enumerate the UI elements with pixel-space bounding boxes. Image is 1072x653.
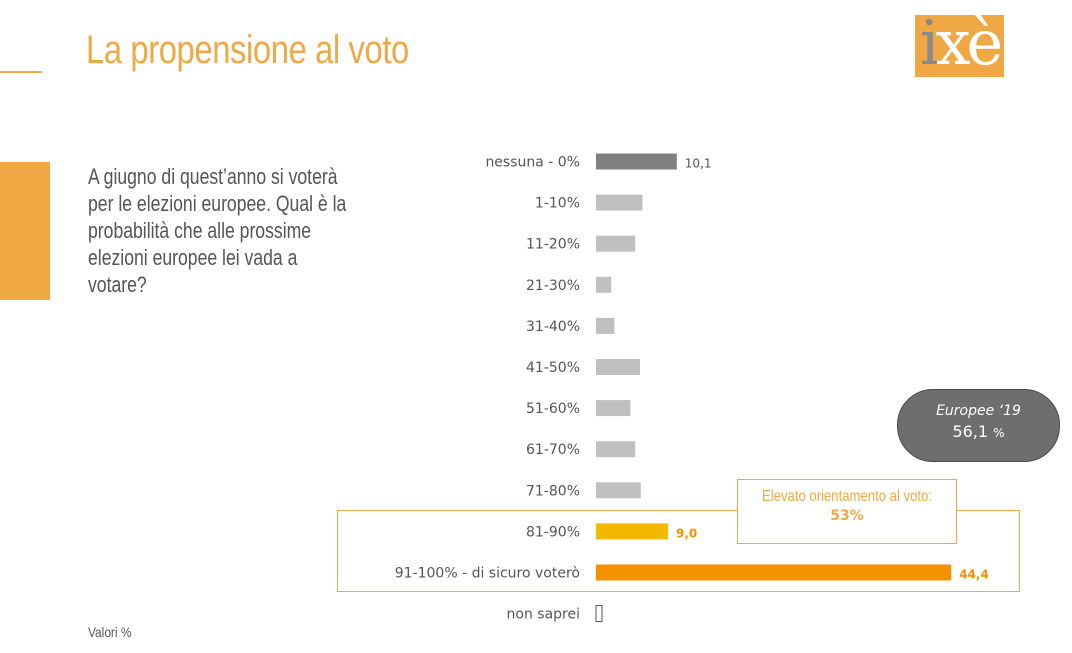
bar (595, 605, 603, 623)
footnote: Valori % (88, 624, 132, 640)
category-label: 41-50% (526, 360, 580, 376)
callout-value: 53% (830, 508, 864, 524)
category-label: 91-100% - di sicuro voterò (395, 566, 580, 582)
survey-question: A giugno di quest’anno si voterà per le … (88, 164, 347, 297)
category-label: 31-40% (526, 319, 580, 335)
category-label: 11-20% (526, 237, 580, 253)
category-label: 51-60% (526, 401, 580, 417)
bar (596, 359, 640, 375)
bar (596, 564, 952, 581)
bubble-value: 56,1 (952, 422, 989, 441)
title-rule (0, 71, 42, 73)
bar (596, 194, 643, 211)
bubble-unit: % (993, 426, 1005, 440)
category-label: 71-80% (526, 483, 580, 499)
ixe-logo: ixè (915, 15, 1004, 77)
category-label: 1-10% (535, 196, 580, 212)
data-label: 44,4 (959, 568, 989, 582)
logo-letter-i: i (919, 15, 940, 77)
category-label: 21-30% (526, 278, 580, 294)
bar (596, 153, 677, 170)
side-accent-block (0, 162, 50, 300)
page-title: La propensione al voto (86, 28, 409, 72)
category-label: nessuna - 0% (485, 155, 580, 171)
bar (596, 482, 641, 499)
bubble-label: Europee ‘19 (936, 403, 1021, 419)
bar (596, 235, 636, 252)
category-label: non saprei (507, 607, 580, 623)
bar (596, 276, 612, 293)
callout-label: Elevato orientamento al voto: (762, 488, 932, 505)
bar (596, 400, 631, 417)
europee-2019-bubble: Europee ‘19 56,1 % (897, 389, 1060, 462)
bar (596, 317, 615, 334)
bar (596, 523, 668, 540)
category-label: 81-90% (526, 524, 580, 540)
category-label: 61-70% (526, 442, 580, 458)
logo-letters-xe: xè (935, 15, 1004, 77)
data-label: 10,1 (685, 157, 712, 171)
high-propensity-frame (337, 510, 1020, 592)
bar (596, 441, 636, 458)
high-propensity-callout: Elevato orientamento al voto: 53% (737, 479, 957, 544)
data-label: 9,0 (676, 526, 697, 540)
